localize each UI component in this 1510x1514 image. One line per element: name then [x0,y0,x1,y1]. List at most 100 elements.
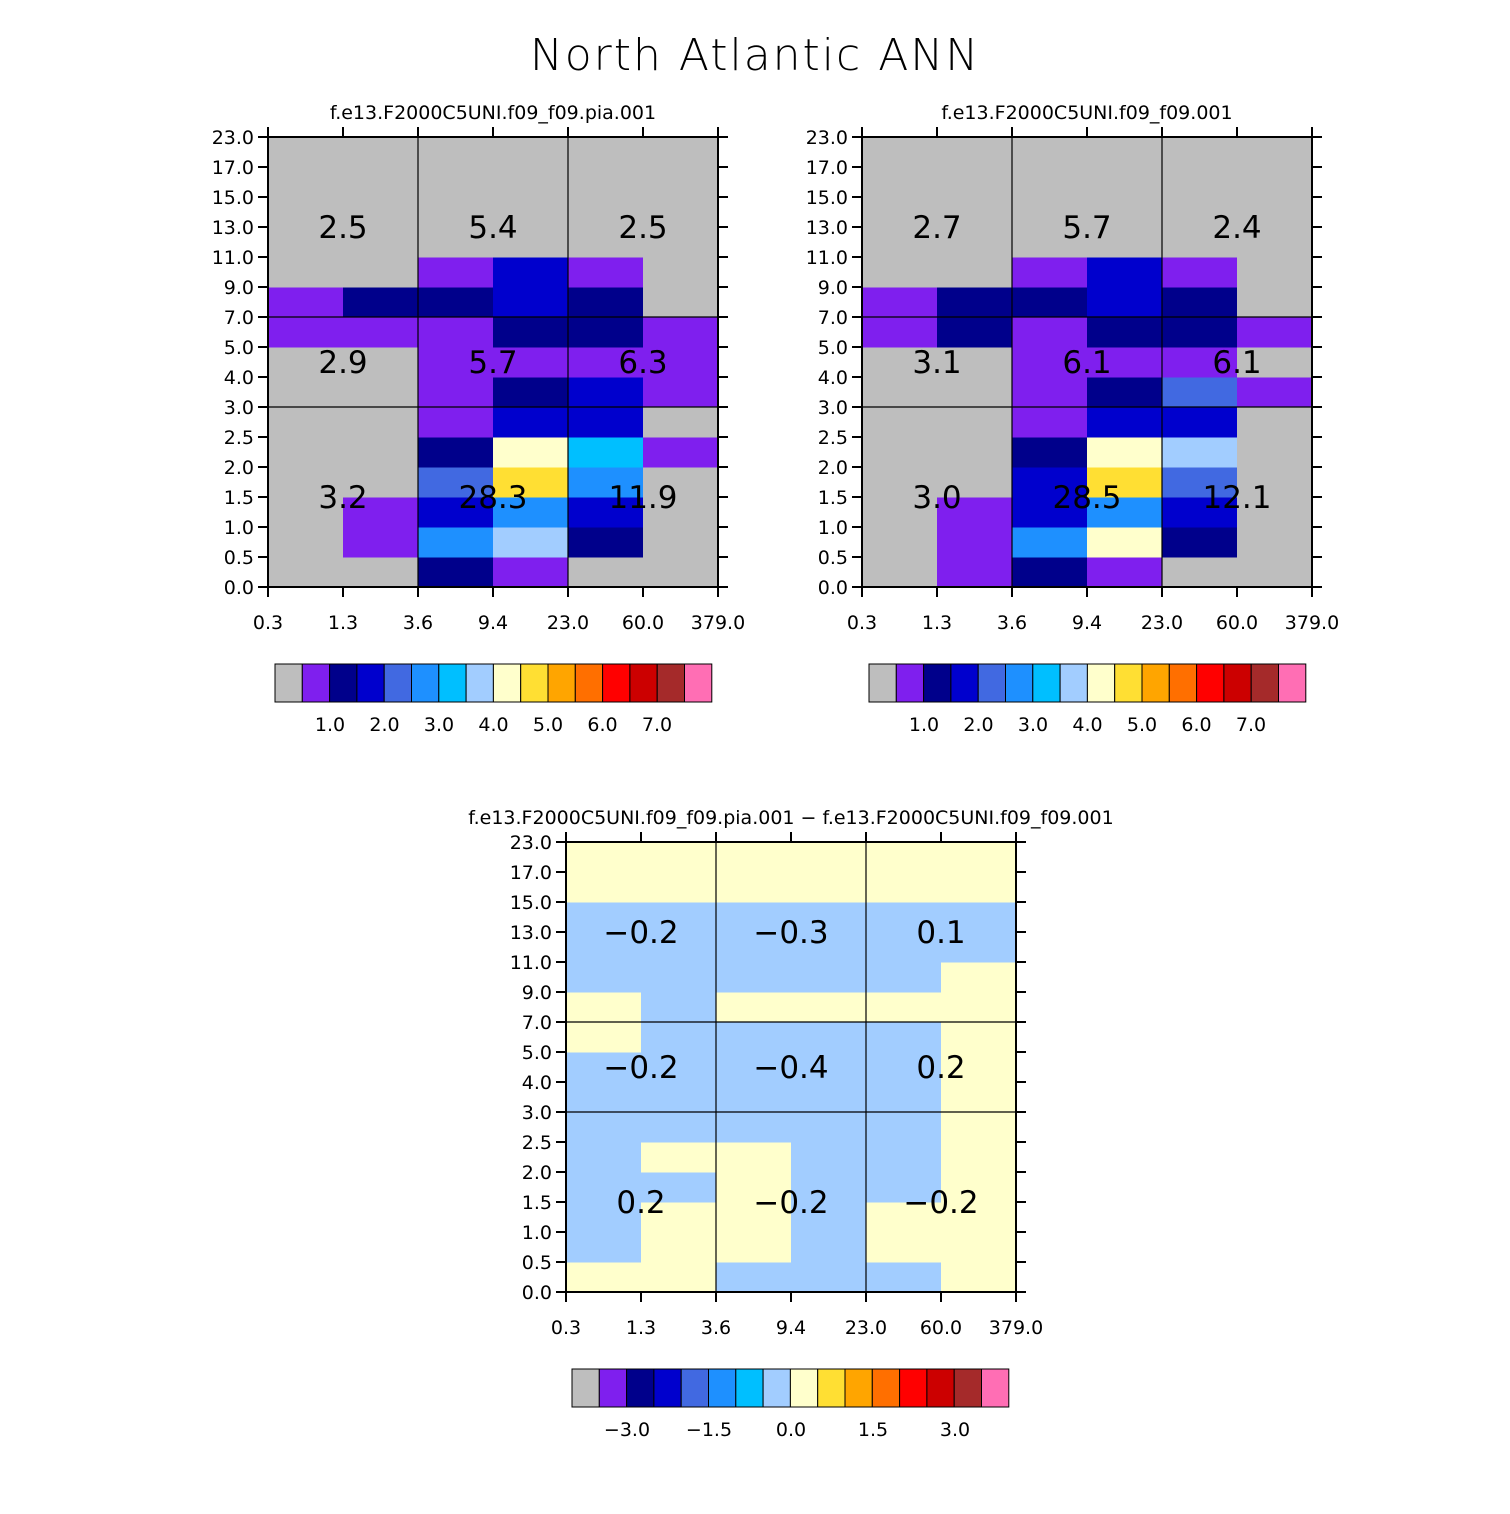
colorbar-swatch [1141,663,1170,703]
colorbar-swatch [868,663,897,703]
colorbar-swatch [520,663,549,703]
heatmap-cell [566,1262,642,1293]
heatmap-cell [418,167,494,198]
heatmap-cell [862,317,938,348]
heatmap-cell [1012,437,1088,468]
heatmap-cell [643,227,719,258]
colorbar-swatch [708,1368,737,1408]
heatmap-cell [566,1202,642,1233]
heatmap-cell [866,992,942,1023]
y-tick-label: 7.0 [522,1012,552,1034]
heatmap-cell [493,497,569,528]
heatmap-cell [493,407,569,438]
colorbar-swatch [1059,663,1088,703]
y-tick-label: 5.0 [224,337,254,359]
x-tick-label: 9.4 [478,612,508,634]
heatmap-cell [643,377,719,408]
heatmap-cell [568,287,644,318]
colorbar-swatch [1250,663,1279,703]
heatmap-cell [568,467,644,498]
x-tick-label: 3.6 [997,612,1027,634]
x-tick-label: 23.0 [845,1317,887,1339]
x-tick-label: 0.3 [253,612,283,634]
heatmap-cell [418,347,494,378]
heatmap-cell [1087,227,1163,258]
heatmap-cell [568,317,644,348]
heatmap-cell [268,407,344,438]
y-tick-label: 1.5 [818,487,848,509]
heatmap-cell [866,1082,942,1113]
y-tick-label: 13.0 [806,217,848,239]
x-tick-label: 60.0 [1216,612,1258,634]
heatmap-cell [866,1142,942,1173]
heatmap-cell [493,197,569,228]
heatmap-cell [493,317,569,348]
colorbar-label: −3.0 [604,1419,650,1441]
heatmap-cell [1012,317,1088,348]
heatmap-cell [493,347,569,378]
heatmap-cell [1012,497,1088,528]
heatmap-cell [566,962,642,993]
heatmap-cell [937,287,1013,318]
heatmap-cell [566,1022,642,1053]
y-tick-label: 2.5 [522,1132,552,1154]
colorbar-swatch [981,1368,1010,1408]
heatmap-cell [643,317,719,348]
colorbar-swatch [923,663,952,703]
heatmap-cell [268,317,344,348]
colorbar-swatch [602,663,631,703]
x-tick-label: 1.3 [922,612,952,634]
heatmap-cell [643,407,719,438]
heatmap-cell [1012,137,1088,168]
y-tick-label: 9.0 [818,277,848,299]
y-tick-label: 4.0 [224,367,254,389]
y-tick-label: 11.0 [806,247,848,269]
heatmap-cell [418,317,494,348]
heatmap-cell [862,257,938,288]
y-tick-label: 23.0 [510,832,552,854]
colorbar-label: 3.0 [1018,714,1048,736]
region-value-label: 5.4 [468,210,517,246]
heatmap-cell [1237,197,1313,228]
y-tick-label: 1.0 [522,1222,552,1244]
colorbar-swatch [684,663,713,703]
y-tick-label: 13.0 [212,217,254,239]
heatmap-cell [716,1232,792,1263]
heatmap-cell [1087,137,1163,168]
colorbar-swatch [762,1368,791,1408]
x-tick-label: 0.3 [847,612,877,634]
heatmap-cell [937,197,1013,228]
colorbar-swatch [871,1368,901,1408]
y-tick-label: 3.0 [522,1102,552,1124]
heatmap-cell [343,467,419,498]
heatmap-cell [641,1022,717,1053]
heatmap-cell [493,557,569,588]
region-value-label: 0.2 [616,1185,665,1221]
colorbar-swatch [626,1368,655,1408]
colorbar-label: 2.0 [369,714,399,736]
colorbar-swatch [789,1368,819,1408]
heatmap-cell [1162,557,1238,588]
heatmap-cell [791,1232,867,1263]
heatmap-cell [418,227,494,258]
heatmap-cell [268,197,344,228]
heatmap-cell [568,497,644,528]
y-tick-label: 2.0 [522,1162,552,1184]
heatmap-cell [1087,167,1163,198]
heatmap-cell [641,902,717,933]
y-tick-label: 3.0 [224,397,254,419]
heatmap-cell [941,932,1017,963]
x-tick-label: 1.3 [328,612,358,634]
y-tick-label: 0.5 [522,1252,552,1274]
y-tick-label: 17.0 [806,157,848,179]
heatmap-cell [1012,257,1088,288]
heatmap-cell [866,1172,942,1203]
heatmap-cell [641,1112,717,1143]
heatmap-cell [418,527,494,558]
heatmap-cell [1237,317,1313,348]
heatmap-cell [1012,167,1088,198]
heatmap-cell [1162,167,1238,198]
heatmap-cell [568,257,644,288]
heatmap-cell [716,1112,792,1143]
heatmap-cell [1162,287,1238,318]
